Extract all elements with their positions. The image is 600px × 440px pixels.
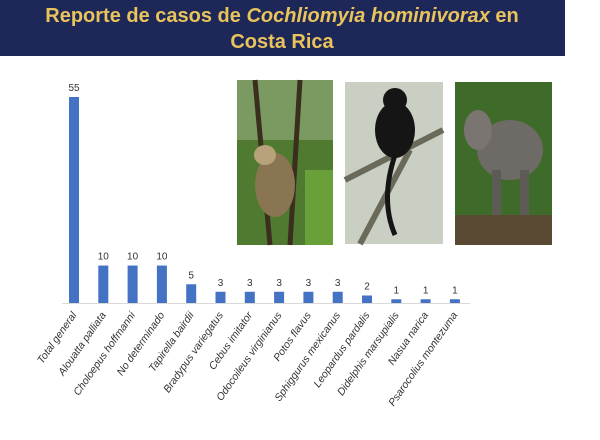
title-part: Cochliomyia hominivorax	[246, 5, 490, 27]
value-label: 1	[394, 285, 400, 296]
value-label: 3	[276, 278, 282, 289]
bar	[420, 299, 431, 303]
bar	[98, 265, 109, 303]
value-label: 10	[156, 252, 168, 263]
value-label: 3	[335, 278, 341, 289]
value-label: 55	[68, 83, 80, 94]
bar	[69, 97, 79, 303]
title-banner	[0, 0, 565, 56]
bar	[274, 291, 285, 303]
bar	[391, 299, 402, 303]
photo-sloth	[237, 79, 333, 246]
value-label: 5	[188, 270, 194, 281]
bar	[332, 291, 343, 303]
value-label: 10	[98, 252, 110, 263]
value-label: 1	[452, 285, 458, 296]
photo-tapir	[455, 82, 552, 245]
value-label: 3	[247, 278, 253, 289]
value-label: 2	[364, 282, 370, 293]
title-part: en	[490, 5, 519, 27]
photo-monkey	[343, 82, 445, 246]
chart-title: Costa Rica	[230, 31, 334, 53]
value-label: 3	[306, 278, 312, 289]
bar	[244, 291, 255, 303]
value-label: 10	[127, 252, 139, 263]
title-part: Reporte de casos de	[45, 5, 246, 27]
bar	[156, 265, 167, 303]
chart-title: Reporte de casos de Cochliomyia hominivo…	[45, 5, 518, 27]
value-label: 3	[218, 278, 224, 289]
value-label: 1	[423, 285, 429, 296]
bar	[362, 295, 372, 303]
bar	[449, 299, 460, 303]
bar	[186, 284, 197, 303]
bar	[127, 265, 138, 303]
bar	[303, 291, 314, 303]
bar	[215, 291, 226, 303]
